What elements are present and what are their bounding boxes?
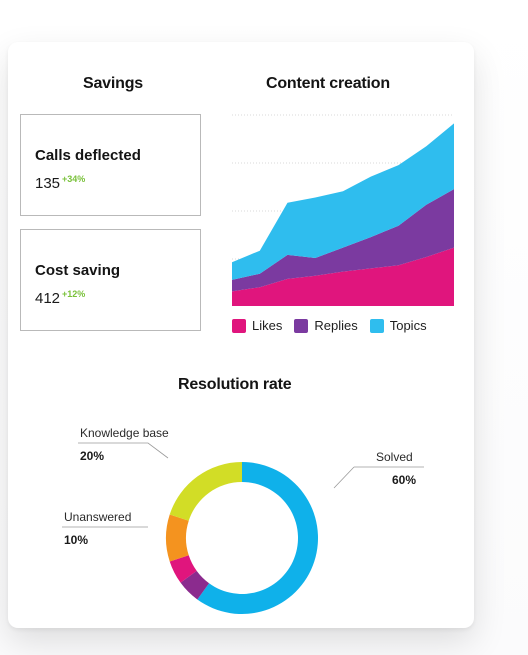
stat-value: 412 +12% [35, 289, 85, 307]
donut-slice-knowledge-base [169, 462, 242, 521]
legend-item-topics: Topics [369, 318, 427, 333]
knowledge-base-value: 20% [80, 449, 105, 463]
legend-label-replies: Replies [314, 318, 358, 333]
knowledge-base-label: Knowledge base [80, 426, 169, 440]
unanswered-label: Unanswered [64, 510, 132, 524]
content-creation-legend: Likes Replies Topics [232, 318, 427, 333]
donut-slice-other-1 [180, 570, 210, 600]
likes-swatch [232, 318, 246, 333]
stat-label: Calls deflected [35, 147, 141, 164]
resolution-rate-title: Resolution rate [178, 376, 292, 393]
stat-change: +12% [62, 289, 86, 299]
savings-title: Savings [83, 75, 143, 92]
topics-swatch [369, 318, 384, 333]
knowledge-base-leader [78, 442, 169, 459]
resolution-rate-chart [62, 442, 424, 614]
area-series-likes [232, 247, 454, 306]
donut-slice-other-2 [169, 555, 197, 583]
legend-item-replies: Replies [294, 318, 358, 333]
stat-label: Cost saving [35, 262, 121, 279]
calls-deflected-card: Calls deflected 135 +34% [20, 114, 201, 216]
stat-number: 412 [35, 290, 61, 307]
dashboard-card: Savings Calls deflected 135 +34% Cost sav… [8, 42, 474, 628]
cost-saving-card: Cost saving 412 +12% [20, 229, 201, 331]
area-series-topics [232, 123, 454, 280]
solved-label: Solved [376, 450, 413, 464]
content-creation-chart [232, 114, 454, 306]
stat-change: +34% [62, 174, 86, 184]
replies-swatch [294, 318, 309, 333]
solved-leader [333, 466, 355, 489]
legend-label-topics: Topics [389, 318, 427, 333]
legend-item-likes: Likes [232, 318, 282, 333]
legend-label-likes: Likes [252, 318, 283, 333]
area-series-replies [232, 189, 454, 292]
solved-value: 60% [392, 473, 417, 487]
content-creation-title: Content creation [266, 75, 390, 92]
donut-slice-solved [197, 462, 318, 614]
unanswered-value: 10% [64, 533, 89, 547]
donut-slice-unanswered [165, 514, 189, 562]
stat-value: 135 +34% [35, 174, 85, 192]
stat-number: 135 [35, 175, 61, 192]
